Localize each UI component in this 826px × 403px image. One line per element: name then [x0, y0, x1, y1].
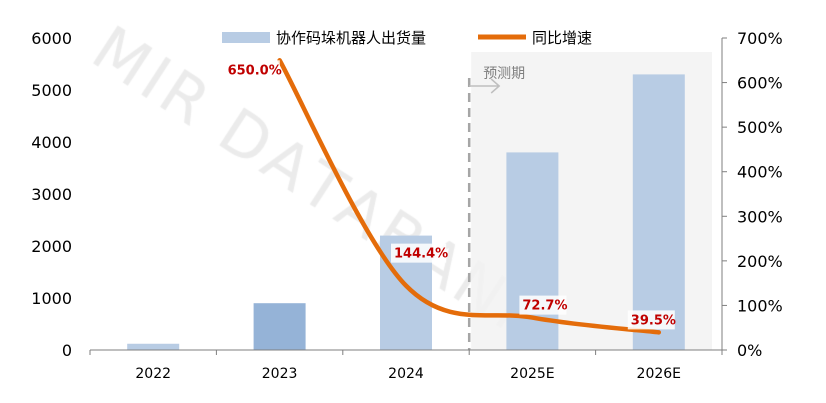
data-label: 144.4%	[394, 247, 448, 262]
right-tick-label: 700%	[737, 29, 783, 48]
legend-line-label: 同比增速	[532, 29, 592, 47]
data-label-bg	[224, 60, 280, 80]
left-tick-label: 4000	[31, 133, 72, 152]
left-tick-label: 1000	[31, 289, 72, 308]
bar-2022	[127, 343, 180, 350]
forecast-arrow-icon	[469, 78, 501, 94]
left-tick-label: 3000	[31, 185, 72, 204]
left-tick-label: 2000	[31, 237, 72, 256]
data-label-bg	[519, 295, 567, 315]
forecast-label: 预测期	[483, 66, 525, 82]
right-tick-label: 0%	[737, 341, 762, 360]
right-tick-label: 100%	[737, 296, 783, 315]
x-tick-label: 2023	[262, 366, 298, 382]
left-tick-label: 0	[62, 341, 72, 360]
bar-2026E	[632, 74, 685, 351]
x-tick-label: 2022	[135, 366, 171, 382]
x-tick-label: 2024	[388, 366, 424, 382]
data-label-bg	[391, 243, 447, 263]
legend-bar-label: 协作码垛机器人出货量	[276, 29, 426, 47]
data-label: 39.5%	[631, 313, 676, 328]
left-tick-label: 5000	[31, 81, 72, 100]
right-tick-label: 600%	[737, 74, 783, 93]
bar-2023	[253, 303, 306, 350]
legend-bar-swatch	[222, 32, 270, 43]
data-label-bg	[627, 310, 675, 330]
right-tick-label: 300%	[737, 207, 783, 226]
right-tick-label: 200%	[737, 252, 783, 271]
growth-line	[277, 58, 662, 335]
data-label: 72.7%	[522, 299, 567, 314]
left-tick-label: 6000	[31, 29, 72, 48]
right-tick-label: 500%	[737, 118, 783, 137]
x-tick-label: 2025E	[510, 366, 554, 382]
data-label: 650.0%	[228, 63, 282, 78]
x-tick-label: 2026E	[637, 366, 681, 382]
right-tick-label: 400%	[737, 163, 783, 182]
